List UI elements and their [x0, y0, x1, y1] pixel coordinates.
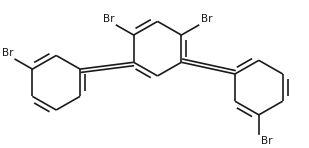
Text: Br: Br	[261, 136, 272, 146]
Text: Br: Br	[201, 14, 212, 24]
Text: Br: Br	[103, 14, 115, 24]
Text: Br: Br	[2, 48, 13, 58]
